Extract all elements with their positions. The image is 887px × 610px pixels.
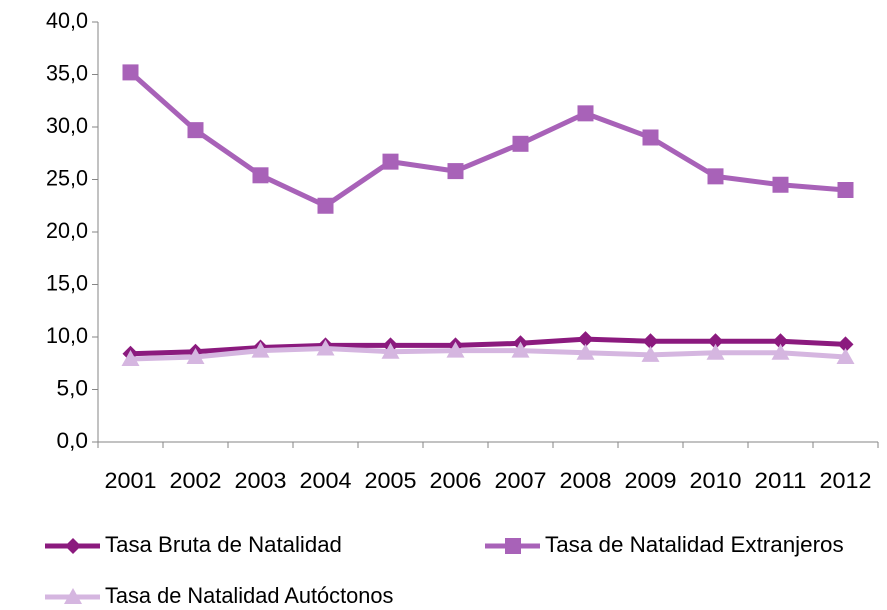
data-point: [576, 343, 595, 360]
data-point: [837, 336, 854, 353]
y-tick-label: 25,0: [46, 165, 88, 190]
data-point: [512, 135, 529, 152]
x-tick-label: 2007: [495, 468, 547, 493]
y-tick-label: 0,0: [57, 428, 89, 453]
data-point: [837, 182, 854, 198]
data-point: [707, 168, 724, 185]
x-tick-label: 2005: [365, 468, 417, 493]
x-tick-label: 2006: [430, 468, 482, 493]
x-tick-label: 2010: [690, 468, 742, 493]
series-line: [130, 346, 846, 362]
data-point: [771, 343, 790, 360]
y-tick-label: 30,0: [46, 113, 88, 138]
data-point: [381, 342, 400, 359]
x-tick-label: 2001: [105, 468, 157, 493]
y-tick-label: 15,0: [46, 270, 88, 295]
y-tick-label: 20,0: [46, 218, 88, 243]
data-point: [772, 176, 789, 193]
x-tick-label: 2009: [625, 468, 677, 493]
data-point: [252, 167, 269, 184]
legend-label: Tasa de Natalidad Extranjeros: [545, 532, 844, 557]
legend-marker: [64, 588, 82, 604]
data-point: [317, 197, 334, 214]
data-point: [642, 129, 659, 146]
x-tick-label: 2008: [560, 468, 612, 493]
data-point: [511, 341, 530, 358]
x-tick-label: 2004: [300, 468, 352, 493]
data-point: [316, 339, 335, 356]
data-point: [836, 347, 855, 364]
x-tick-label: 2012: [820, 468, 872, 493]
y-tick-label: 40,0: [46, 8, 88, 33]
data-point: [577, 331, 594, 348]
x-tick-label: 2011: [755, 468, 807, 493]
data-point: [706, 343, 725, 360]
y-tick-label: 10,0: [46, 323, 88, 348]
x-tick-label: 2003: [235, 468, 287, 493]
data-point: [772, 333, 789, 350]
y-tick-label: 5,0: [57, 375, 89, 400]
data-point: [446, 341, 465, 358]
data-point: [707, 333, 724, 350]
legend-marker: [65, 538, 81, 554]
data-point: [186, 347, 205, 364]
data-point: [122, 64, 139, 81]
series-line: [128, 70, 846, 209]
series-line: [130, 336, 846, 357]
data-point: [251, 341, 270, 358]
x-tick-label: 2002: [170, 468, 222, 493]
data-point: [187, 122, 204, 139]
data-point: [121, 350, 140, 367]
legend-label: Tasa Bruta de Natalidad: [105, 532, 342, 557]
legend-label: Tasa de Natalidad Autóctonos: [105, 583, 393, 608]
legend-marker: [505, 538, 521, 554]
data-point: [577, 105, 594, 122]
y-tick-label: 35,0: [46, 60, 88, 85]
data-point: [382, 153, 399, 170]
data-point: [642, 333, 659, 350]
data-point: [447, 163, 464, 180]
data-point: [641, 345, 660, 362]
